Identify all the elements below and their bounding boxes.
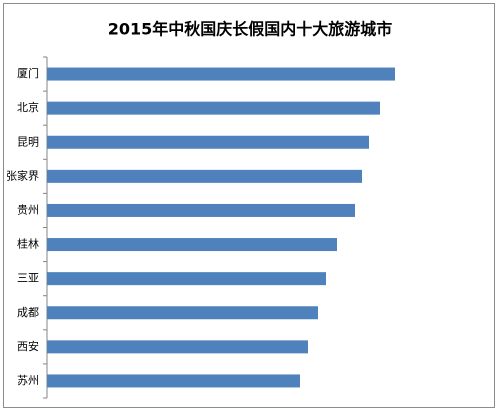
bar	[47, 306, 318, 320]
bar	[47, 101, 380, 115]
y-tick-label: 厦门	[17, 66, 39, 80]
y-tick-label: 三亚	[17, 272, 39, 285]
bar	[47, 135, 369, 149]
bar	[47, 203, 355, 217]
bar	[47, 340, 308, 354]
y-tick-label: 北京	[17, 100, 39, 114]
bar	[47, 272, 326, 286]
y-tick-label: 张家界	[6, 168, 39, 182]
y-tick-label: 西安	[17, 339, 39, 353]
chart-title: 2015年中秋国庆长假国内十大旅游城市	[108, 20, 393, 39]
y-tick-label: 桂林	[17, 237, 39, 251]
bar	[47, 67, 395, 81]
y-tick-label: 成都	[17, 306, 39, 319]
y-tick-label: 苏州	[17, 374, 39, 387]
bar	[47, 374, 300, 388]
bar	[47, 238, 337, 252]
bar	[47, 169, 362, 183]
y-tick-label: 贵州	[17, 203, 39, 216]
y-tick-label: 昆明	[17, 135, 39, 148]
